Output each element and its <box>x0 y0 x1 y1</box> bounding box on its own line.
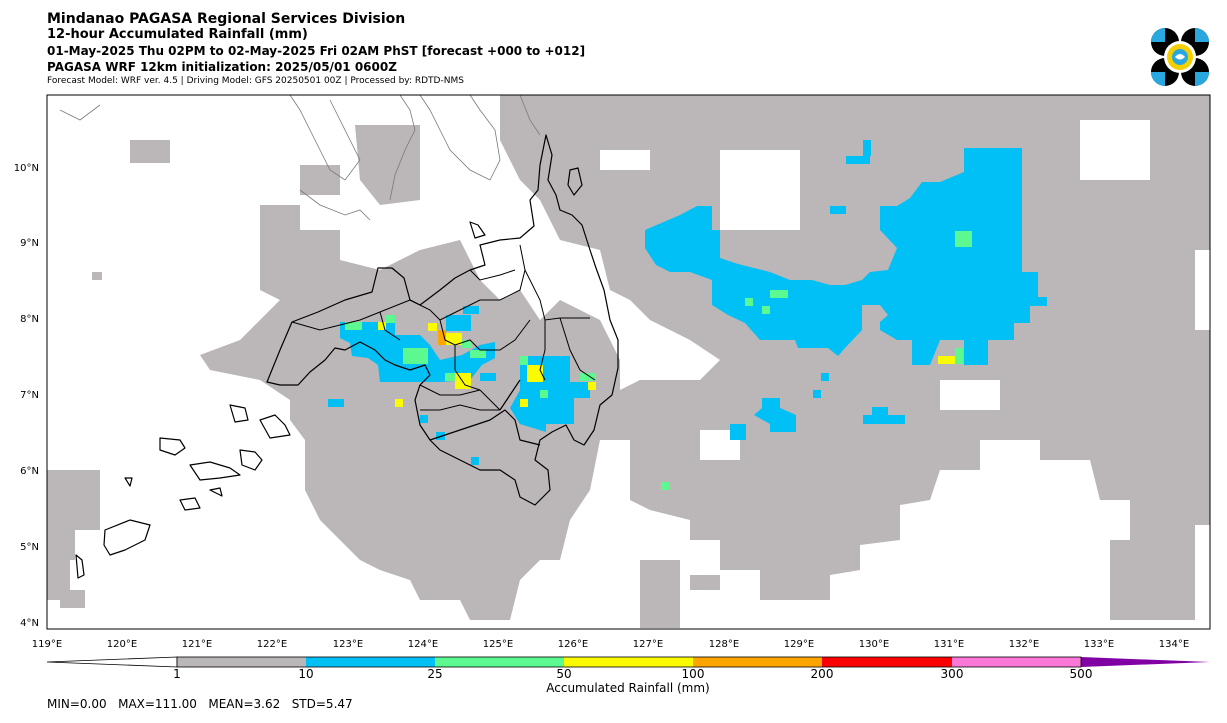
lat-tick-label: 6°N <box>20 466 39 477</box>
lat-tick-label: 4°N <box>20 618 39 629</box>
lat-tick-label: 5°N <box>20 542 39 553</box>
lat-tick-label: 9°N <box>20 238 39 249</box>
colorbar-segment <box>306 657 435 667</box>
lon-tick-label: 133°E <box>1084 639 1114 650</box>
colorbar-tick-label: 50 <box>556 667 571 681</box>
forecast-period: 01-May-2025 Thu 02PM to 02-May-2025 Fri … <box>47 44 586 58</box>
province-boundaries <box>291 244 596 411</box>
colorbar-tick-label: 25 <box>427 667 442 681</box>
lon-tick-label: 120°E <box>107 639 137 650</box>
lon-tick-label: 122°E <box>257 639 287 650</box>
lon-tick-label: 128°E <box>709 639 739 650</box>
model-initialization: PAGASA WRF 12km initialization: 2025/05/… <box>47 60 397 74</box>
rainfall-shading-heavy <box>345 231 972 490</box>
colorbar-tick-label: 300 <box>941 667 964 681</box>
latitude-axis: 10°N 9°N 8°N 7°N 6°N 5°N 4°N <box>14 163 39 629</box>
colorbar: 1 10 25 50 100 200 300 500 Accumulated R… <box>46 656 1210 695</box>
visayas-coastlines <box>59 94 541 221</box>
colorbar-segment <box>435 657 564 667</box>
map-subtitle: 12-hour Accumulated Rainfall (mm) <box>47 27 308 42</box>
colorbar-tick-label: 10 <box>298 667 313 681</box>
lon-tick-label: 124°E <box>408 639 438 650</box>
lon-tick-label: 129°E <box>784 639 814 650</box>
colorbar-low-extension <box>46 656 178 668</box>
colorbar-tick-label: 200 <box>811 667 834 681</box>
lon-tick-label: 134°E <box>1159 639 1189 650</box>
lon-tick-label: 131°E <box>934 639 964 650</box>
colorbar-segment <box>952 657 1081 667</box>
lat-tick-label: 8°N <box>20 314 39 325</box>
colorbar-segment <box>177 657 306 667</box>
lon-tick-label: 130°E <box>859 639 889 650</box>
lon-tick-label: 119°E <box>32 639 62 650</box>
lon-tick-label: 123°E <box>333 639 363 650</box>
lon-tick-label: 132°E <box>1009 639 1039 650</box>
colorbar-tick-label: 100 <box>682 667 705 681</box>
lon-tick-label: 127°E <box>633 639 663 650</box>
pagasa-logo <box>1151 28 1209 86</box>
longitude-axis: 119°E 120°E 121°E 122°E 123°E 124°E 125°… <box>32 639 1189 650</box>
coastlines <box>75 134 619 579</box>
colorbar-segment <box>564 657 693 667</box>
model-info: Forecast Model: WRF ver. 4.5 | Driving M… <box>47 76 464 86</box>
colorbar-high-extension <box>1081 657 1210 667</box>
colorbar-tick-label: 500 <box>1070 667 1093 681</box>
colorbar-title: Accumulated Rainfall (mm) <box>546 681 709 695</box>
lon-tick-label: 125°E <box>483 639 513 650</box>
colorbar-segment <box>693 657 822 667</box>
lon-tick-label: 121°E <box>182 639 212 650</box>
map-frame <box>46 94 1211 630</box>
map-title: Mindanao PAGASA Regional Services Divisi… <box>47 11 406 27</box>
colorbar-tick-label: 1 <box>173 667 181 681</box>
rainfall-statistics: MIN=0.00 MAX=111.00 MEAN=3.62 STD=5.47 <box>47 697 353 711</box>
lat-tick-label: 7°N <box>20 390 39 401</box>
lon-tick-label: 126°E <box>558 639 588 650</box>
lat-tick-label: 10°N <box>14 163 39 174</box>
colorbar-segment <box>822 657 952 667</box>
